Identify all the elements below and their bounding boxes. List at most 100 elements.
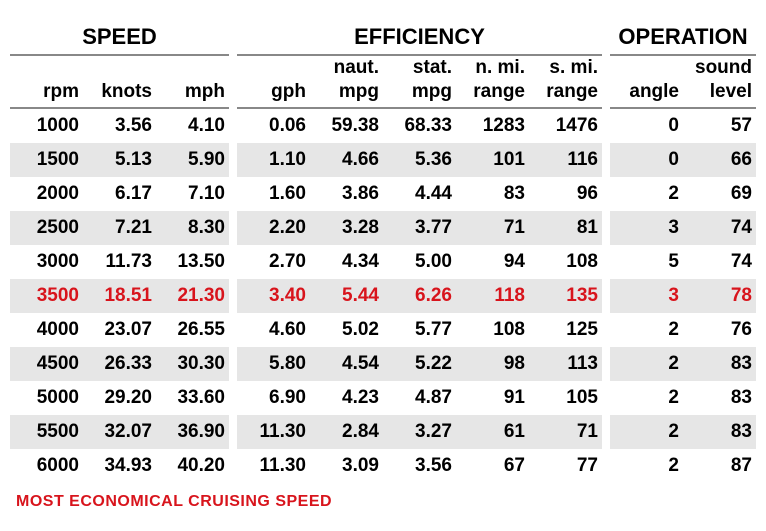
col-sub1: s. mi. (529, 55, 602, 80)
spacer (229, 449, 237, 483)
table-cell: 3.86 (310, 177, 383, 211)
spacer (229, 80, 237, 108)
table-cell: 11.73 (83, 245, 156, 279)
table-cell: 23.07 (83, 313, 156, 347)
spacer (229, 245, 237, 279)
performance-table: SPEED EFFICIENCY OPERATION naut. stat. n… (10, 20, 756, 483)
spacer (229, 177, 237, 211)
spacer (229, 55, 237, 80)
table-cell: 2 (610, 177, 683, 211)
table-cell: 83 (683, 415, 756, 449)
table-cell: 113 (529, 347, 602, 381)
spacer (602, 211, 610, 245)
table-body: 10003.564.100.0659.3868.3312831476057150… (10, 108, 756, 483)
table-cell: 3000 (10, 245, 83, 279)
table-cell: 74 (683, 245, 756, 279)
table-cell: 78 (683, 279, 756, 313)
table-cell: 59.38 (310, 108, 383, 143)
table-cell: 135 (529, 279, 602, 313)
table-cell: 108 (456, 313, 529, 347)
table-cell: 125 (529, 313, 602, 347)
table-cell: 57 (683, 108, 756, 143)
table-row: 20006.177.101.603.864.448396269 (10, 177, 756, 211)
table-cell: 3.56 (83, 108, 156, 143)
group-header-operation: OPERATION (610, 20, 756, 55)
table-cell: 1.60 (237, 177, 310, 211)
table-cell: 11.30 (237, 415, 310, 449)
table-row: 400023.0726.554.605.025.77108125276 (10, 313, 756, 347)
table-cell: 3.27 (383, 415, 456, 449)
table-cell: 66 (683, 143, 756, 177)
table-cell: 0 (610, 143, 683, 177)
table-cell: 5000 (10, 381, 83, 415)
col-sub1: naut. (310, 55, 383, 80)
table-row: 15005.135.901.104.665.36101116066 (10, 143, 756, 177)
table-row: 450026.3330.305.804.545.2298113283 (10, 347, 756, 381)
table-cell: 2000 (10, 177, 83, 211)
table-cell: 30.30 (156, 347, 229, 381)
col-header-mph: mph (156, 80, 229, 108)
table-cell: 4.34 (310, 245, 383, 279)
spacer (602, 55, 610, 80)
table-cell: 5.90 (156, 143, 229, 177)
spacer (229, 211, 237, 245)
table-cell: 5.77 (383, 313, 456, 347)
table-cell: 1283 (456, 108, 529, 143)
table-cell: 108 (529, 245, 602, 279)
col-sub1 (83, 55, 156, 80)
spacer (602, 347, 610, 381)
table-cell: 96 (529, 177, 602, 211)
table-cell: 69 (683, 177, 756, 211)
spacer (229, 415, 237, 449)
table-cell: 118 (456, 279, 529, 313)
table-cell: 5.44 (310, 279, 383, 313)
col-sub1: n. mi. (456, 55, 529, 80)
table-cell: 83 (456, 177, 529, 211)
table-cell: 4.66 (310, 143, 383, 177)
table-cell: 2.70 (237, 245, 310, 279)
group-header-speed: SPEED (10, 20, 229, 55)
table-row: 500029.2033.606.904.234.8791105283 (10, 381, 756, 415)
table-cell: 0.06 (237, 108, 310, 143)
table-row: 300011.7313.502.704.345.0094108574 (10, 245, 756, 279)
col-sub1: sound (683, 55, 756, 80)
table-row: 25007.218.302.203.283.777181374 (10, 211, 756, 245)
spacer (602, 449, 610, 483)
table-cell: 4.54 (310, 347, 383, 381)
table-cell: 4.87 (383, 381, 456, 415)
spacer (602, 177, 610, 211)
table-cell: 5.22 (383, 347, 456, 381)
spacer (602, 381, 610, 415)
table-cell: 6.90 (237, 381, 310, 415)
table-cell: 29.20 (83, 381, 156, 415)
footer-note: MOST ECONOMICAL CRUISING SPEED (10, 493, 756, 511)
table-cell: 3.77 (383, 211, 456, 245)
spacer (229, 143, 237, 177)
col-header-knots: knots (83, 80, 156, 108)
table-cell: 40.20 (156, 449, 229, 483)
spacer (602, 245, 610, 279)
table-cell: 2500 (10, 211, 83, 245)
table-cell: 3.28 (310, 211, 383, 245)
table-cell: 5.02 (310, 313, 383, 347)
spacer (602, 108, 610, 143)
table-cell: 5.13 (83, 143, 156, 177)
spacer (229, 279, 237, 313)
table-cell: 3.40 (237, 279, 310, 313)
table-cell: 67 (456, 449, 529, 483)
spacer (602, 143, 610, 177)
spacer (602, 20, 610, 55)
col-header-smirange: range (529, 80, 602, 108)
col-header-sound: level (683, 80, 756, 108)
col-header-gph: gph (237, 80, 310, 108)
table-cell: 2 (610, 415, 683, 449)
col-sub1 (156, 55, 229, 80)
col-header-angle: angle (610, 80, 683, 108)
spacer (229, 347, 237, 381)
table-cell: 61 (456, 415, 529, 449)
col-header-smpg: mpg (383, 80, 456, 108)
table-cell: 81 (529, 211, 602, 245)
table-cell: 2 (610, 449, 683, 483)
table-cell: 77 (529, 449, 602, 483)
col-sub1: stat. (383, 55, 456, 80)
